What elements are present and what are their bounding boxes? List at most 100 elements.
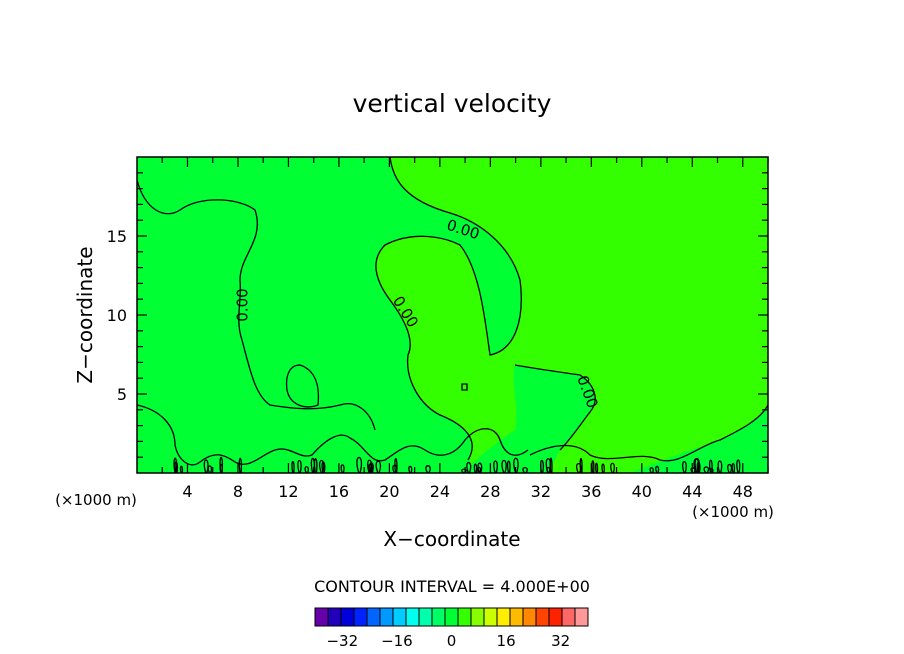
zero-contour [514, 364, 596, 451]
zero-contour [285, 364, 320, 408]
noise-contour [394, 457, 398, 473]
noise-contour [655, 465, 660, 473]
noise-contour [313, 458, 318, 473]
noise-contour [356, 456, 362, 473]
contour-interval-text: CONTOUR INTERVAL = 4.000E+00 [314, 577, 590, 596]
x-tick-label: 44 [682, 482, 702, 501]
colorbar-tick-label: 0 [447, 632, 457, 650]
x-tick-label: 32 [531, 482, 551, 501]
noise-contour [477, 462, 483, 473]
contour-label: 0.00 [234, 288, 252, 321]
x-tick-label: 24 [430, 482, 450, 501]
zero-contour [461, 383, 468, 391]
x-tick-label: 4 [182, 482, 192, 501]
x-tick-label: 8 [233, 482, 243, 501]
noise-contour [501, 459, 507, 473]
noise-contour [179, 465, 184, 473]
noise-contour [238, 457, 243, 473]
x-unit-right: (×1000 m) [692, 503, 774, 521]
noise-contour [291, 460, 295, 473]
x-tick-label: 16 [329, 482, 349, 501]
x-unit-left: (×1000 m) [55, 491, 137, 509]
zero-contour [375, 157, 522, 461]
noise-contour [425, 465, 431, 473]
colorbar [314, 607, 589, 627]
noise-contour [649, 467, 654, 473]
y-axis-label: Z−coordinate [73, 246, 97, 383]
noise-contour [304, 466, 309, 473]
noise-contour [174, 461, 179, 473]
x-tick-label: 36 [581, 482, 601, 501]
noise-contour [545, 458, 552, 473]
colorbar-swatch [561, 607, 576, 627]
colorbar-swatch [483, 607, 498, 627]
colorbar-swatch [535, 607, 550, 627]
colorbar-swatch [314, 607, 329, 627]
noise-contour [203, 459, 209, 473]
noise-contour [610, 462, 615, 473]
colorbar-swatch [574, 607, 589, 627]
noise-contour [319, 459, 325, 473]
colorbar-swatch [366, 607, 381, 627]
noise-contour [682, 460, 687, 473]
noise-contour [731, 462, 736, 473]
zero-contour [529, 404, 768, 462]
noise-contour [207, 465, 213, 473]
x-axis-label: X−coordinate [383, 527, 520, 551]
colorbar-swatch [327, 607, 342, 627]
y-tick-label: 5 [117, 385, 127, 404]
y-tick-label: 10 [107, 306, 127, 325]
colorbar-tick-label: −32 [326, 632, 358, 650]
noise-contour [595, 462, 599, 473]
x-tick-label: 48 [733, 482, 753, 501]
y-tick-label: 15 [107, 227, 127, 246]
noise-contour [369, 462, 374, 473]
noise-contour [476, 466, 482, 473]
noise-contour [375, 460, 381, 473]
noise-contour [717, 460, 723, 473]
x-tick-label: 20 [379, 482, 399, 501]
colorbar-swatch [340, 607, 355, 627]
noise-contour [493, 460, 498, 473]
noise-contour [601, 463, 605, 473]
zero-contour [137, 404, 529, 466]
noise-contour [727, 463, 733, 473]
colorbar-swatch [509, 607, 524, 627]
noise-contour [473, 463, 478, 473]
x-tick-label: 12 [278, 482, 298, 501]
zero-contour [137, 179, 376, 431]
noise-contour [522, 466, 528, 473]
noise-contour [736, 459, 741, 473]
colorbar-swatch [353, 607, 368, 627]
negative-region [630, 405, 768, 473]
colorbar-swatch [405, 607, 420, 627]
noise-contour [579, 457, 583, 473]
contour-field [137, 157, 768, 473]
colorbar-swatch [548, 607, 563, 627]
colorbar-swatch [496, 607, 511, 627]
noise-contour [513, 457, 519, 473]
colorbar-swatch [444, 607, 459, 627]
y-tick-labels: 5 10 15 [107, 227, 127, 404]
noise-contour [367, 463, 373, 473]
noise-contour [219, 456, 224, 473]
noise-contour [703, 466, 710, 473]
colorbar-tick-label: 16 [497, 632, 516, 650]
noise-contour [696, 461, 701, 473]
x-tick-label: 40 [632, 482, 652, 501]
noise-contour [297, 459, 302, 473]
colorbar-swatch [392, 607, 407, 627]
x-tick-labels: 4 8 12 16 20 24 28 32 36 40 44 48 [182, 482, 753, 501]
noise-contour [708, 459, 713, 473]
colorbar-swatch [522, 607, 537, 627]
colorbar-swatch [457, 607, 472, 627]
negative-region [137, 405, 470, 473]
noise-contour [340, 464, 345, 473]
axis-ticks [137, 157, 769, 473]
colorbar-swatch [379, 607, 394, 627]
noise-contour [591, 460, 595, 473]
colorbar-swatch [470, 607, 485, 627]
noise-contour [506, 460, 511, 473]
chart-title: vertical velocity [353, 89, 552, 118]
